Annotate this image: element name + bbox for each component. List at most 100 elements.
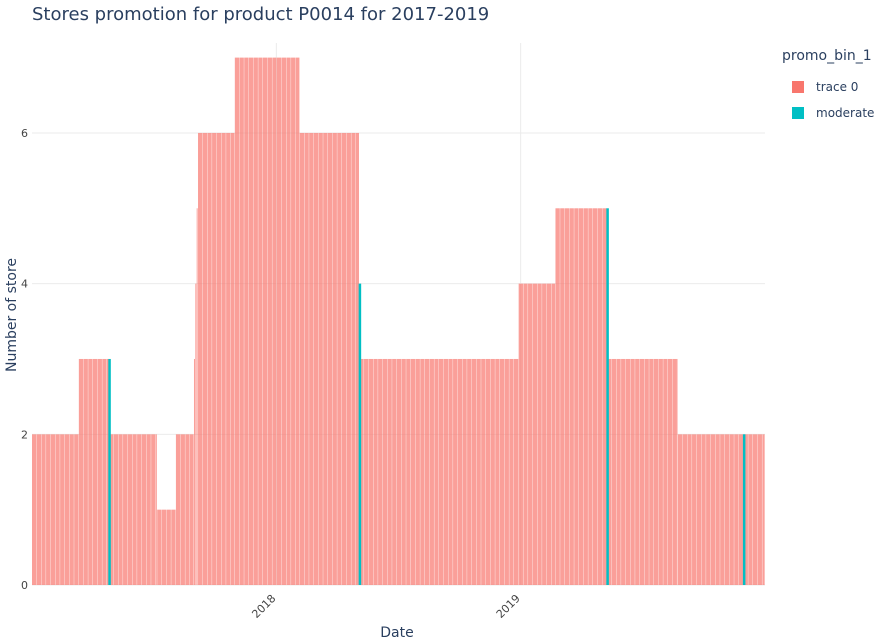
bar-trace-0 xyxy=(476,358,481,585)
bar-trace-0 xyxy=(106,358,109,585)
bar-trace-0 xyxy=(60,434,65,585)
bar-trace-0 xyxy=(46,434,51,585)
bar-trace-0 xyxy=(216,132,222,586)
bar-trace-0 xyxy=(597,208,602,586)
bar-moderate xyxy=(358,283,362,585)
bar-trace-0 xyxy=(258,57,263,586)
bar-trace-0 xyxy=(195,283,197,585)
bar-trace-0 xyxy=(92,358,98,585)
bar-trace-0 xyxy=(528,283,533,585)
bar-trace-0 xyxy=(611,358,617,585)
bar-trace-0 xyxy=(720,434,725,585)
bar-trace-0 xyxy=(337,132,342,586)
bar-trace-0 xyxy=(267,57,272,586)
bar-trace-0 xyxy=(724,434,730,585)
y-tick-label: 4 xyxy=(21,278,28,291)
bar-trace-0 xyxy=(401,358,406,585)
bar-trace-0 xyxy=(364,358,369,585)
bar-trace-0 xyxy=(462,358,467,585)
bar-trace-0 xyxy=(207,132,212,586)
bar-trace-0 xyxy=(272,57,277,586)
bar-trace-0 xyxy=(341,132,347,586)
bar-trace-0 xyxy=(729,434,734,585)
bar-trace-0 xyxy=(286,57,291,586)
bar-trace-0 xyxy=(180,434,185,585)
bar-moderate xyxy=(742,434,746,585)
bar-trace-0 xyxy=(551,283,556,585)
bar-trace-0 xyxy=(97,358,102,585)
bar-trace-0 xyxy=(621,358,626,585)
bar-trace-0 xyxy=(677,434,683,585)
bar-trace-0 xyxy=(196,208,198,586)
bar-trace-0 xyxy=(734,434,739,585)
bar-trace-0 xyxy=(635,358,640,585)
x-tick-labels: 2018 2019 xyxy=(249,592,522,621)
bar-trace-0 xyxy=(396,358,402,585)
bar-trace-0 xyxy=(123,434,128,585)
bar-trace-0 xyxy=(299,132,305,586)
bar-trace-0 xyxy=(78,358,84,585)
bar-trace-0 xyxy=(318,132,323,586)
bar-trace-0 xyxy=(715,434,720,585)
bar-trace-0 xyxy=(151,434,156,585)
bar-trace-0 xyxy=(490,358,495,585)
bar-trace-0 xyxy=(653,358,659,585)
bar-trace-0 xyxy=(757,434,762,585)
bar-trace-0 xyxy=(762,434,765,585)
bar-trace-0 xyxy=(309,132,314,586)
bar-trace-0 xyxy=(499,358,505,585)
bar-trace-0 xyxy=(692,434,697,585)
bar-trace-0 xyxy=(193,358,195,585)
bar-trace-0 xyxy=(248,57,254,586)
legend: promo_bin_1 trace 0 moderate xyxy=(782,48,874,126)
bar-moderate xyxy=(606,208,609,586)
bar-trace-0 xyxy=(50,434,56,585)
bar-trace-0 xyxy=(410,358,416,585)
legend-item-trace-0[interactable]: trace 0 xyxy=(782,74,874,100)
bar-trace-0 xyxy=(658,358,663,585)
y-tick-labels: 0 2 4 6 xyxy=(21,127,28,592)
y-tick-label: 2 xyxy=(21,428,28,441)
bar-trace-0 xyxy=(69,434,74,585)
bar-trace-0 xyxy=(32,434,37,585)
legend-item-moderate[interactable]: moderate xyxy=(782,100,874,126)
bar-trace-0 xyxy=(373,358,378,585)
bar-trace-0 xyxy=(332,132,337,586)
bar-trace-0 xyxy=(108,434,114,585)
bar-trace-0 xyxy=(602,208,607,586)
bar-trace-0 xyxy=(504,358,509,585)
bar-trace-0 xyxy=(564,208,570,586)
bar-trace-0 xyxy=(532,283,538,585)
legend-title: promo_bin_1 xyxy=(782,48,872,64)
legend-label-trace-0: trace 0 xyxy=(816,80,859,94)
bar-trace-0 xyxy=(424,358,430,585)
x-tick-label: 2018 xyxy=(249,592,278,621)
bar-trace-0 xyxy=(701,434,706,585)
bar-trace-0 xyxy=(113,434,119,585)
bar-trace-0 xyxy=(743,434,748,585)
bar-trace-0 xyxy=(420,358,425,585)
bar-trace-0 xyxy=(467,358,472,585)
bar-trace-0 xyxy=(74,434,79,585)
bar-trace-0 xyxy=(569,208,574,586)
bar-trace-0 xyxy=(625,358,631,585)
bar-trace-0 xyxy=(434,358,439,585)
bar-trace-0 xyxy=(291,57,296,586)
bar-trace-0 xyxy=(346,132,351,586)
bar-trace-0 xyxy=(230,132,235,586)
bar-trace-0 xyxy=(161,509,167,585)
bar-trace-0 xyxy=(438,358,444,585)
bar-trace-0 xyxy=(546,283,552,585)
bar-trace-0 xyxy=(687,434,692,585)
bar-trace-0 xyxy=(485,358,491,585)
bar-trace-0 xyxy=(518,283,523,585)
bar-trace-0 xyxy=(607,358,612,585)
bar-trace-0 xyxy=(166,509,171,585)
bar-trace-0 xyxy=(313,132,319,586)
bar-trace-0 xyxy=(262,57,268,586)
bar-trace-0 xyxy=(185,434,190,585)
bar-trace-0 xyxy=(481,358,486,585)
bar-trace-0 xyxy=(171,509,176,585)
bar-trace-0 xyxy=(253,57,258,586)
